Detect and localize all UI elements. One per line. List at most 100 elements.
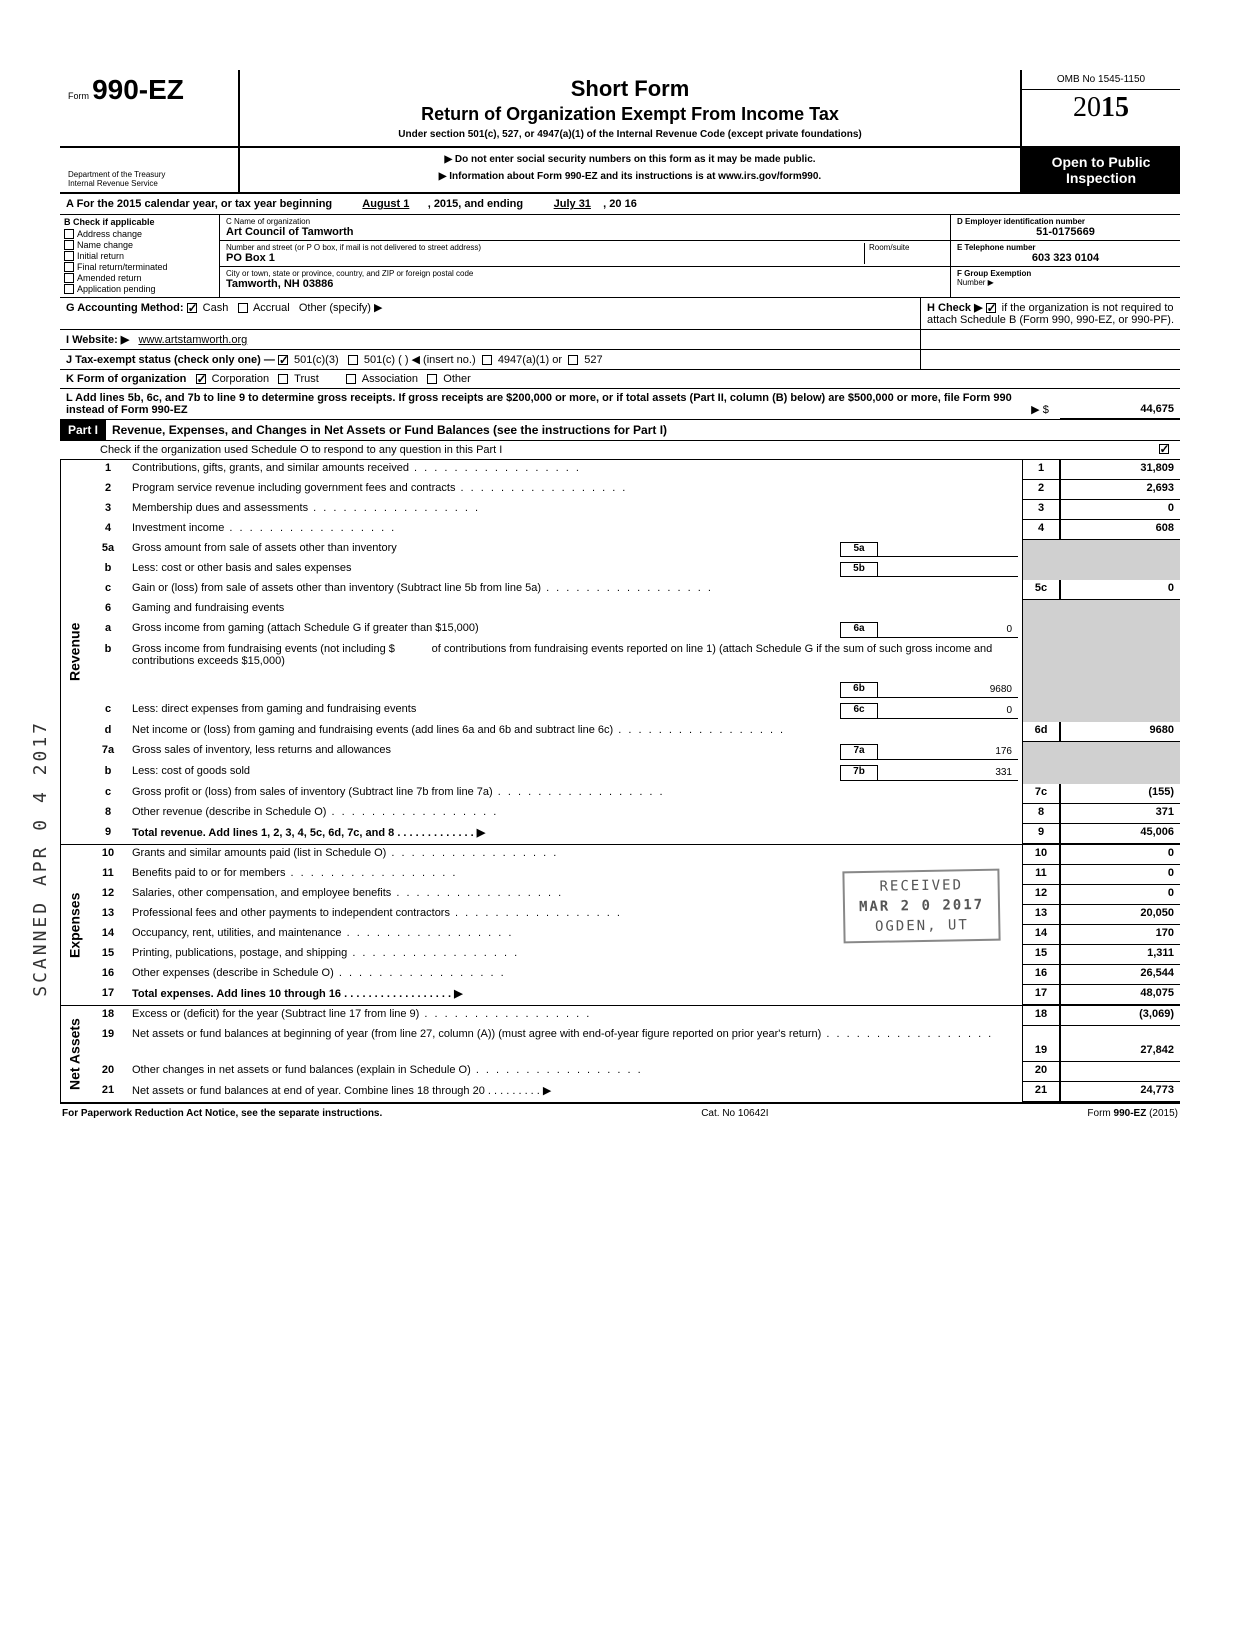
- checkbox-corporation[interactable]: [196, 374, 206, 384]
- city-label: City or town, state or province, country…: [226, 269, 944, 278]
- part1-check-row: Check if the organization used Schedule …: [60, 441, 1180, 460]
- checkbox-527[interactable]: [568, 355, 578, 365]
- omb-number: OMB No 1545-1150: [1022, 70, 1180, 90]
- title-cell: Short Form Return of Organization Exempt…: [240, 70, 1020, 146]
- line-6c: cLess: direct expenses from gaming and f…: [88, 701, 1180, 722]
- line-7b: bLess: cost of goods sold7b331: [88, 763, 1180, 784]
- tax-year: 2015: [1022, 90, 1180, 126]
- inspection: Inspection: [1024, 170, 1178, 186]
- checkbox-icon: [64, 251, 74, 261]
- city-cell: City or town, state or province, country…: [220, 267, 950, 292]
- line-7c: cGross profit or (loss) from sales of in…: [88, 784, 1180, 804]
- check-address-change[interactable]: Address change: [64, 229, 215, 239]
- l-text: L Add lines 5b, 6c, and 7b to line 9 to …: [66, 392, 1012, 416]
- checkbox-trust[interactable]: [278, 374, 288, 384]
- section-h: H Check ▶ if the organization is not req…: [920, 298, 1180, 329]
- check-name-change[interactable]: Name change: [64, 240, 215, 250]
- info-grid: B Check if applicable Address change Nam…: [60, 215, 1180, 298]
- line-16: 16Other expenses (describe in Schedule O…: [88, 965, 1180, 985]
- title-section-note: Under section 501(c), 527, or 4947(a)(1)…: [250, 129, 1010, 140]
- section-a-mid: , 2015, and ending: [428, 198, 523, 210]
- line-15: 15Printing, publications, postage, and s…: [88, 945, 1180, 965]
- l-value: 44,675: [1060, 389, 1180, 419]
- check-application-pending[interactable]: Application pending: [64, 284, 215, 294]
- checkbox-501c[interactable]: [348, 355, 358, 365]
- ein-cell: D Employer identification number 51-0175…: [951, 215, 1180, 241]
- year-prefix: 20: [1073, 92, 1101, 123]
- line-8: 8Other revenue (describe in Schedule O)8…: [88, 804, 1180, 824]
- checkbox-schedule-o[interactable]: [1159, 444, 1169, 454]
- inspection-box: Open to Public Inspection: [1020, 148, 1180, 192]
- section-a-label: A For the 2015 calendar year, or tax yea…: [66, 198, 332, 210]
- line-13: 13Professional fees and other payments t…: [88, 905, 1180, 925]
- line-17: 17Total expenses. Add lines 10 through 1…: [88, 985, 1180, 1005]
- expenses-section: Expenses 10Grants and similar amounts pa…: [60, 845, 1180, 1006]
- line-6: 6Gaming and fundraising events: [88, 600, 1180, 620]
- form-prefix: Form: [68, 91, 89, 101]
- open-public: Open to Public: [1024, 154, 1178, 170]
- phone-cell: E Telephone number 603 323 0104: [951, 241, 1180, 267]
- checkbox-icon: [64, 273, 74, 283]
- b-header: B Check if applicable: [64, 217, 215, 227]
- form-number: 990-EZ: [92, 74, 184, 105]
- i-label: I Website: ▶: [66, 334, 129, 346]
- row-g-h: G Accounting Method: Cash Accrual Other …: [60, 298, 1180, 330]
- period-end: July 31: [554, 198, 591, 210]
- checkbox-icon: [64, 284, 74, 294]
- row-l: L Add lines 5b, 6c, and 7b to line 9 to …: [60, 389, 1180, 420]
- line-6d: dNet income or (loss) from gaming and fu…: [88, 722, 1180, 742]
- website-value: www.artstamworth.org: [138, 334, 247, 346]
- org-city: Tamworth, NH 03886: [226, 278, 333, 290]
- ein-value: 51-0175669: [957, 226, 1174, 238]
- checkbox-cash[interactable]: [187, 303, 197, 313]
- line-1: 1Contributions, gifts, grants, and simil…: [88, 460, 1180, 480]
- pra-notice: For Paperwork Reduction Act Notice, see …: [62, 1108, 382, 1119]
- checkbox-association[interactable]: [346, 374, 356, 384]
- expenses-label: Expenses: [60, 845, 88, 1005]
- ssn-note: ▶ Do not enter social security numbers o…: [250, 154, 1010, 165]
- part1-bar: Part I Revenue, Expenses, and Changes in…: [60, 420, 1180, 441]
- checkbox-schedule-b[interactable]: [986, 303, 996, 313]
- line-18: 18Excess or (deficit) for the year (Subt…: [88, 1006, 1180, 1026]
- line-5b: bLess: cost or other basis and sales exp…: [88, 560, 1180, 580]
- revenue-label: Revenue: [60, 460, 88, 844]
- line-14: 14Occupancy, rent, utilities, and mainte…: [88, 925, 1180, 945]
- netassets-section: Net Assets 18Excess or (deficit) for the…: [60, 1006, 1180, 1103]
- j-label: J Tax-exempt status (check only one) —: [66, 354, 275, 366]
- line-7a: 7aGross sales of inventory, less returns…: [88, 742, 1180, 763]
- group-exempt-cell: F Group Exemption Number ▶: [951, 267, 1180, 289]
- section-a: A For the 2015 calendar year, or tax yea…: [60, 194, 1180, 215]
- checkbox-501c3[interactable]: [278, 355, 288, 365]
- info-note: ▶ Information about Form 990-EZ and its …: [250, 171, 1010, 182]
- period-begin: August 1: [362, 198, 409, 210]
- right-info: D Employer identification number 51-0175…: [950, 215, 1180, 297]
- row-i: I Website: ▶ www.artstamworth.org: [60, 330, 1180, 350]
- checkbox-icon: [64, 229, 74, 239]
- check-final-return[interactable]: Final return/terminated: [64, 262, 215, 272]
- line-20: 20Other changes in net assets or fund ba…: [88, 1062, 1180, 1082]
- title-main: Short Form: [250, 76, 1010, 102]
- d-label: D Employer identification number: [957, 217, 1174, 226]
- header-row-2: Department of the Treasury Internal Reve…: [60, 148, 1180, 194]
- part1-title: Revenue, Expenses, and Changes in Net As…: [106, 420, 1180, 440]
- netassets-label: Net Assets: [60, 1006, 88, 1102]
- line-6a: aGross income from gaming (attach Schedu…: [88, 620, 1180, 641]
- dept-cell: Department of the Treasury Internal Reve…: [60, 148, 240, 192]
- line-2: 2Program service revenue including gover…: [88, 480, 1180, 500]
- checkbox-4947[interactable]: [482, 355, 492, 365]
- checkbox-icon: [64, 262, 74, 272]
- f-num-label: Number ▶: [957, 278, 1174, 287]
- check-initial-return[interactable]: Initial return: [64, 251, 215, 261]
- title-sub: Return of Organization Exempt From Incom…: [250, 104, 1010, 125]
- l-arrow: ▶ $: [1020, 389, 1060, 419]
- form-number-cell: Form 990-EZ: [60, 70, 240, 146]
- header-row-1: Form 990-EZ Short Form Return of Organiz…: [60, 70, 1180, 148]
- part1-check-note: Check if the organization used Schedule …: [60, 441, 1150, 459]
- checkbox-accrual[interactable]: [238, 303, 248, 313]
- irs-label: Internal Revenue Service: [68, 179, 230, 188]
- check-amended-return[interactable]: Amended return: [64, 273, 215, 283]
- notes-cell: ▶ Do not enter social security numbers o…: [240, 148, 1020, 192]
- scanned-stamp: SCANNED APR 0 4 2017: [30, 720, 51, 997]
- checkbox-other[interactable]: [427, 374, 437, 384]
- line-9: 9Total revenue. Add lines 1, 2, 3, 4, 5c…: [88, 824, 1180, 844]
